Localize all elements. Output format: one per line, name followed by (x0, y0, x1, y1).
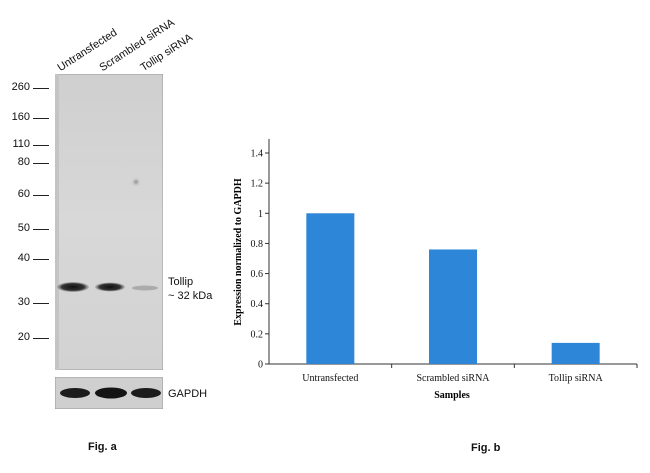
mw-tick (33, 88, 49, 89)
bar-scrambled-sirna (429, 249, 477, 364)
y-tick-label: 0 (258, 360, 263, 371)
chart-x-ticks: Untransfected Scrambled siRNA Tollip siRNA (302, 364, 638, 384)
x-axis-label: Samples (434, 390, 470, 401)
mw-marker-160: 160 (11, 111, 30, 123)
mw-marker-60: 60 (17, 188, 30, 200)
y-tick-label: 0.6 (251, 269, 264, 280)
y-tick-label: 0.8 (251, 239, 264, 250)
mw-marker-50: 50 (17, 222, 30, 234)
blot-membrane (55, 74, 163, 370)
mw-tick (33, 338, 49, 339)
mw-marker-30: 30 (17, 296, 30, 308)
mw-marker-80: 80 (17, 156, 30, 168)
y-tick-label: 0.2 (251, 329, 264, 340)
x-tick-label: Tollip siRNA (549, 373, 604, 384)
mw-tick (33, 118, 49, 119)
mw-marker-20: 20 (17, 331, 30, 343)
mw-marker-110: 110 (12, 138, 30, 150)
bar-untransfected (306, 213, 355, 364)
mw-tick (33, 229, 49, 230)
mw-tick (33, 259, 49, 260)
gapdh-strip (55, 377, 163, 409)
y-axis-label: Expression normalized to GAPDH (233, 178, 244, 326)
mw-tick (33, 195, 49, 196)
y-tick-label: 0.4 (251, 299, 264, 310)
chart-bars (306, 213, 600, 364)
x-tick-label: Untransfected (302, 373, 358, 384)
mw-tick (33, 163, 49, 164)
y-tick-label: 1.2 (251, 179, 264, 190)
bar-tollip-sirna (551, 342, 600, 364)
mw-tick (33, 303, 49, 304)
fig-b-label: Fig. b (471, 442, 501, 454)
chart-y-ticks: 0 0.2 0.4 0.6 0.8 1 1.2 1.4 (251, 149, 269, 371)
band-label-kda: ~ 32 kDa (168, 290, 213, 302)
mw-tick (33, 145, 49, 146)
loading-control-label: GAPDH (168, 388, 208, 400)
y-tick-label: 1 (258, 209, 263, 220)
mw-marker-40: 40 (17, 252, 30, 264)
band-label-tollip: Tollip (168, 276, 194, 288)
x-tick-label: Scrambled siRNA (416, 373, 490, 384)
fig-a-label: Fig. a (88, 441, 117, 453)
mw-marker-260: 260 (11, 81, 30, 93)
y-tick-label: 1.4 (251, 149, 264, 160)
